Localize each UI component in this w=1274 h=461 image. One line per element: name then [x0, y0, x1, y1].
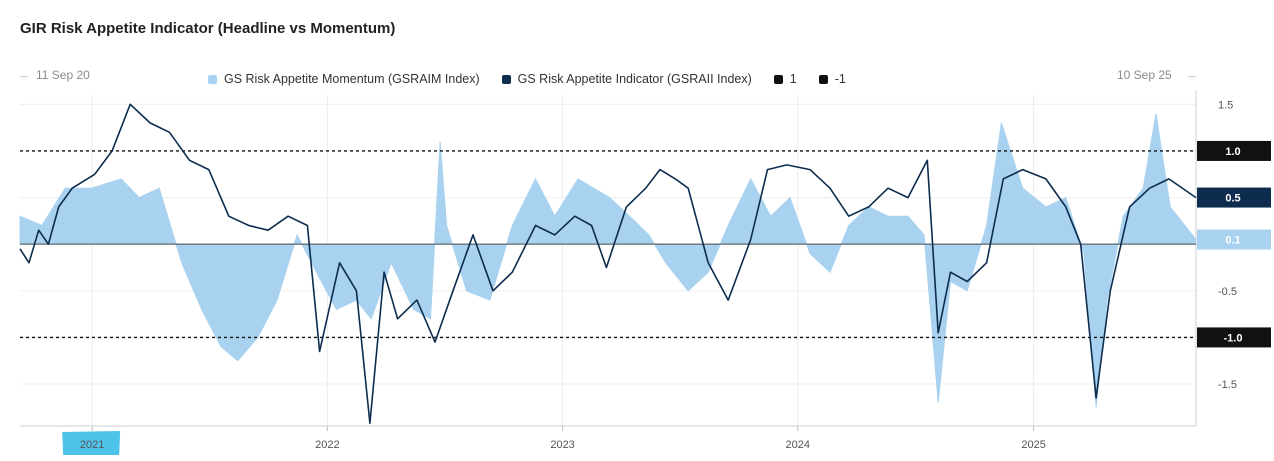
value-tag-label-1: 0.5 [1225, 193, 1240, 205]
value-tag-label-3: -1.0 [1224, 332, 1243, 344]
x-tick-label-2024: 2024 [786, 439, 810, 451]
legend-label-momentum: GS Risk Appetite Momentum (GSRAIM Index) [224, 72, 480, 86]
value-tag-label-0: 1.0 [1225, 146, 1240, 158]
range-end-tick [1188, 76, 1196, 77]
value-tag-bg-1 [1197, 187, 1271, 208]
y-tick-label-minus-0.5: -0.5 [1218, 286, 1237, 298]
legend-swatch-ref-1 [773, 74, 783, 84]
x-tick-label-2025: 2025 [1021, 439, 1045, 451]
value-tag-bg-0 [1197, 140, 1271, 161]
range-start-label[interactable]: 11 Sep 20 [36, 68, 90, 82]
range-start-tick [20, 76, 28, 77]
y-tick-label-1.5: 1.5 [1218, 99, 1233, 111]
value-tag-bg-3 [1197, 327, 1271, 348]
legend-swatch-indicator [501, 74, 511, 84]
value-tag-label-2: 0.1 [1225, 235, 1240, 247]
legend-item-indicator[interactable]: GS Risk Appetite Indicator (GSRAII Index… [501, 72, 752, 86]
series-indicator-line [19, 103, 1197, 424]
x-tick-label-2021: 2021 [80, 439, 104, 451]
series-momentum-area [19, 113, 1197, 408]
value-tag-bg-2 [1197, 229, 1271, 250]
legend-label-indicator: GS Risk Appetite Indicator (GSRAII Index… [517, 72, 752, 86]
legend-label-ref-1: 1 [789, 72, 797, 86]
x-tick-label-2022: 2022 [315, 439, 339, 451]
chart-legend: GS Risk Appetite Momentum (GSRAIM Index)… [208, 72, 868, 86]
range-end-label[interactable]: 10 Sep 25 [1117, 68, 1172, 82]
legend-swatch-momentum [208, 74, 217, 84]
legend-swatch-ref-minus-1 [818, 74, 828, 84]
legend-item-ref-minus-1[interactable]: -1 [818, 72, 846, 86]
legend-item-ref-1[interactable]: 1 [773, 72, 797, 86]
x-tick-label-2023: 2023 [550, 439, 574, 451]
year-highlight-marker [62, 431, 121, 455]
legend-label-ref-minus-1: -1 [834, 72, 846, 86]
chart-title: GIR Risk Appetite Indicator (Headline vs… [20, 20, 396, 37]
y-tick-label-minus-1.5: -1.5 [1218, 379, 1237, 391]
legend-item-momentum[interactable]: GS Risk Appetite Momentum (GSRAIM Index) [208, 72, 480, 86]
